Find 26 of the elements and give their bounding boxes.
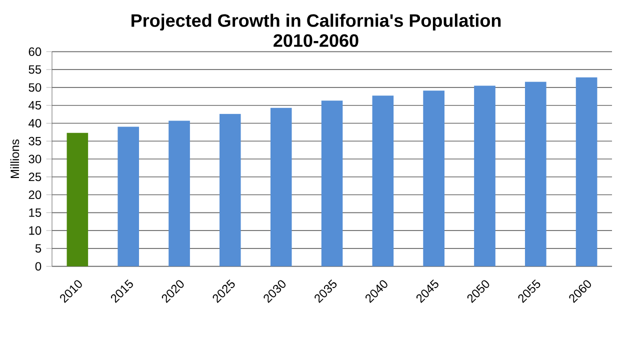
bar	[66, 132, 88, 266]
y-tick-label: 50	[28, 83, 42, 92]
bar	[220, 114, 241, 266]
y-tick-label: 25	[28, 172, 42, 182]
y-tick-label: 0	[35, 262, 42, 271]
y-tick-label: 60	[28, 47, 42, 56]
bar	[524, 82, 546, 266]
bar	[474, 86, 496, 266]
y-tick-label: 35	[28, 136, 42, 146]
y-tick-label: 40	[28, 118, 42, 128]
bar	[423, 90, 444, 266]
y-tick-label: 10	[29, 226, 42, 235]
chart-title: Projected Growth in California's Population 2010-2060	[132, 14, 501, 47]
y-tick-label: 30	[28, 154, 42, 164]
bar	[118, 126, 140, 266]
y-tick-label: 15	[29, 208, 42, 217]
y-axis-title: Millions	[10, 139, 20, 178]
y-tick-label: 45	[28, 101, 42, 110]
y-tick-label: 55	[28, 65, 42, 74]
y-tick-label: 5	[35, 244, 42, 253]
bar	[372, 96, 394, 266]
bar	[321, 100, 343, 266]
bar	[576, 77, 598, 266]
bar	[168, 120, 190, 266]
bar	[270, 108, 292, 266]
y-tick-label: 20	[28, 190, 42, 200]
